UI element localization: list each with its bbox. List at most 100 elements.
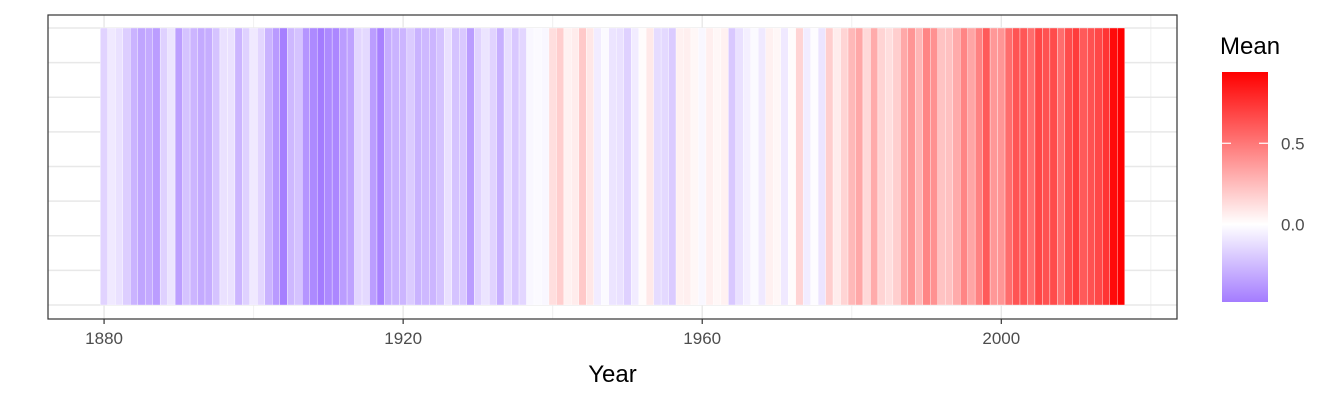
stripe-1961 [705,27,714,306]
stripe-1899 [242,27,251,306]
stripe-1885 [137,27,146,306]
panel-border [47,14,1178,320]
stripe-1936 [518,27,527,306]
stripe-1964 [728,27,737,306]
stripe-1911 [331,27,340,306]
stripe-2012 [1087,27,1095,306]
stripe-1947 [601,27,609,306]
stripe-1943 [571,27,580,306]
stripe-1944 [578,27,587,306]
stripe-1931 [481,27,490,306]
stripe-2010 [1072,27,1080,306]
stripe-1903 [272,27,280,306]
stripe-1953 [645,27,654,306]
stripe-1902 [264,27,273,306]
stripe-2007 [1049,27,1058,306]
stripe-1922 [414,27,423,306]
stripe-1950 [623,27,632,306]
stripe-1994 [952,27,961,306]
stripe-1915 [361,27,370,306]
stripe-1996 [967,27,976,306]
stripe-1946 [593,27,602,306]
stripe-1887 [152,27,161,306]
stripe-2005 [1034,27,1043,306]
legend-colorbar [1222,72,1268,302]
stripe-1921 [406,27,415,306]
stripe-1971 [780,27,789,306]
stripe-1987 [900,27,909,306]
stripe-1968 [758,27,766,306]
stripe-1937 [526,27,535,306]
stripe-1934 [503,27,512,306]
stripe-1906 [294,27,303,306]
stripe-1908 [309,27,318,306]
stripe-1920 [399,27,408,306]
stripe-2009 [1064,27,1073,306]
legend: Mean 0.0 0.5 [1220,33,1305,302]
stripe-1983 [870,27,879,306]
stripe-1913 [346,27,355,306]
legend-tick-label: 0.5 [1281,134,1305,153]
stripe-2004 [1027,27,1036,306]
stripe-1998 [982,27,991,306]
stripes-layer [100,27,1125,306]
stripe-1900 [249,27,258,306]
stripe-2006 [1042,27,1051,306]
stripe-1958 [683,27,692,306]
stripe-1935 [511,27,520,306]
stripe-1881 [107,27,116,306]
stripe-1972 [788,27,796,306]
stripe-1929 [466,27,475,306]
stripe-1909 [316,27,325,306]
stripe-2001 [1004,27,1013,306]
x-tick-label: 1960 [683,329,721,348]
stripe-1893 [197,27,206,306]
stripe-1992 [937,27,946,306]
stripe-1938 [533,27,542,306]
stripe-1942 [563,27,572,306]
stripe-1904 [279,27,288,306]
stripe-1980 [847,27,856,306]
stripe-1880 [100,27,108,306]
stripe-2014 [1102,27,1110,306]
stripe-1975 [810,27,819,306]
stripe-1925 [436,27,445,306]
stripe-2011 [1079,27,1088,306]
stripe-1951 [631,27,639,306]
stripe-1969 [765,27,774,306]
stripe-1995 [959,27,968,306]
legend-tick-label: 0.0 [1281,215,1305,234]
stripe-1912 [339,27,348,306]
stripe-1993 [945,27,953,306]
stripe-2008 [1057,27,1066,306]
stripe-1949 [616,27,624,306]
stripe-1907 [302,27,310,306]
stripe-1986 [892,27,901,306]
x-tick-label: 1880 [85,329,123,348]
stripe-1939 [541,27,550,306]
stripe-1917 [376,27,385,306]
stripe-1988 [907,27,916,306]
stripe-1886 [145,27,153,306]
stripe-1963 [720,27,729,306]
stripe-1956 [668,27,677,306]
stripe-1889 [167,27,176,306]
stripe-1997 [974,27,983,306]
stripe-2000 [997,27,1006,306]
stripe-1990 [922,27,931,306]
stripe-1991 [930,27,938,306]
stripe-1970 [773,27,781,306]
stripe-1954 [653,27,662,306]
stripe-1933 [496,27,505,306]
stripe-1962 [713,27,722,306]
legend-ticks: 0.0 0.5 [1222,134,1305,234]
stripe-1945 [586,27,594,306]
stripe-1940 [548,27,557,306]
stripe-1941 [556,27,565,306]
stripe-1882 [115,27,123,306]
legend-title: Mean [1220,33,1280,60]
stripe-1895 [212,27,221,306]
stripe-2015 [1109,27,1118,306]
stripe-1981 [855,27,864,306]
